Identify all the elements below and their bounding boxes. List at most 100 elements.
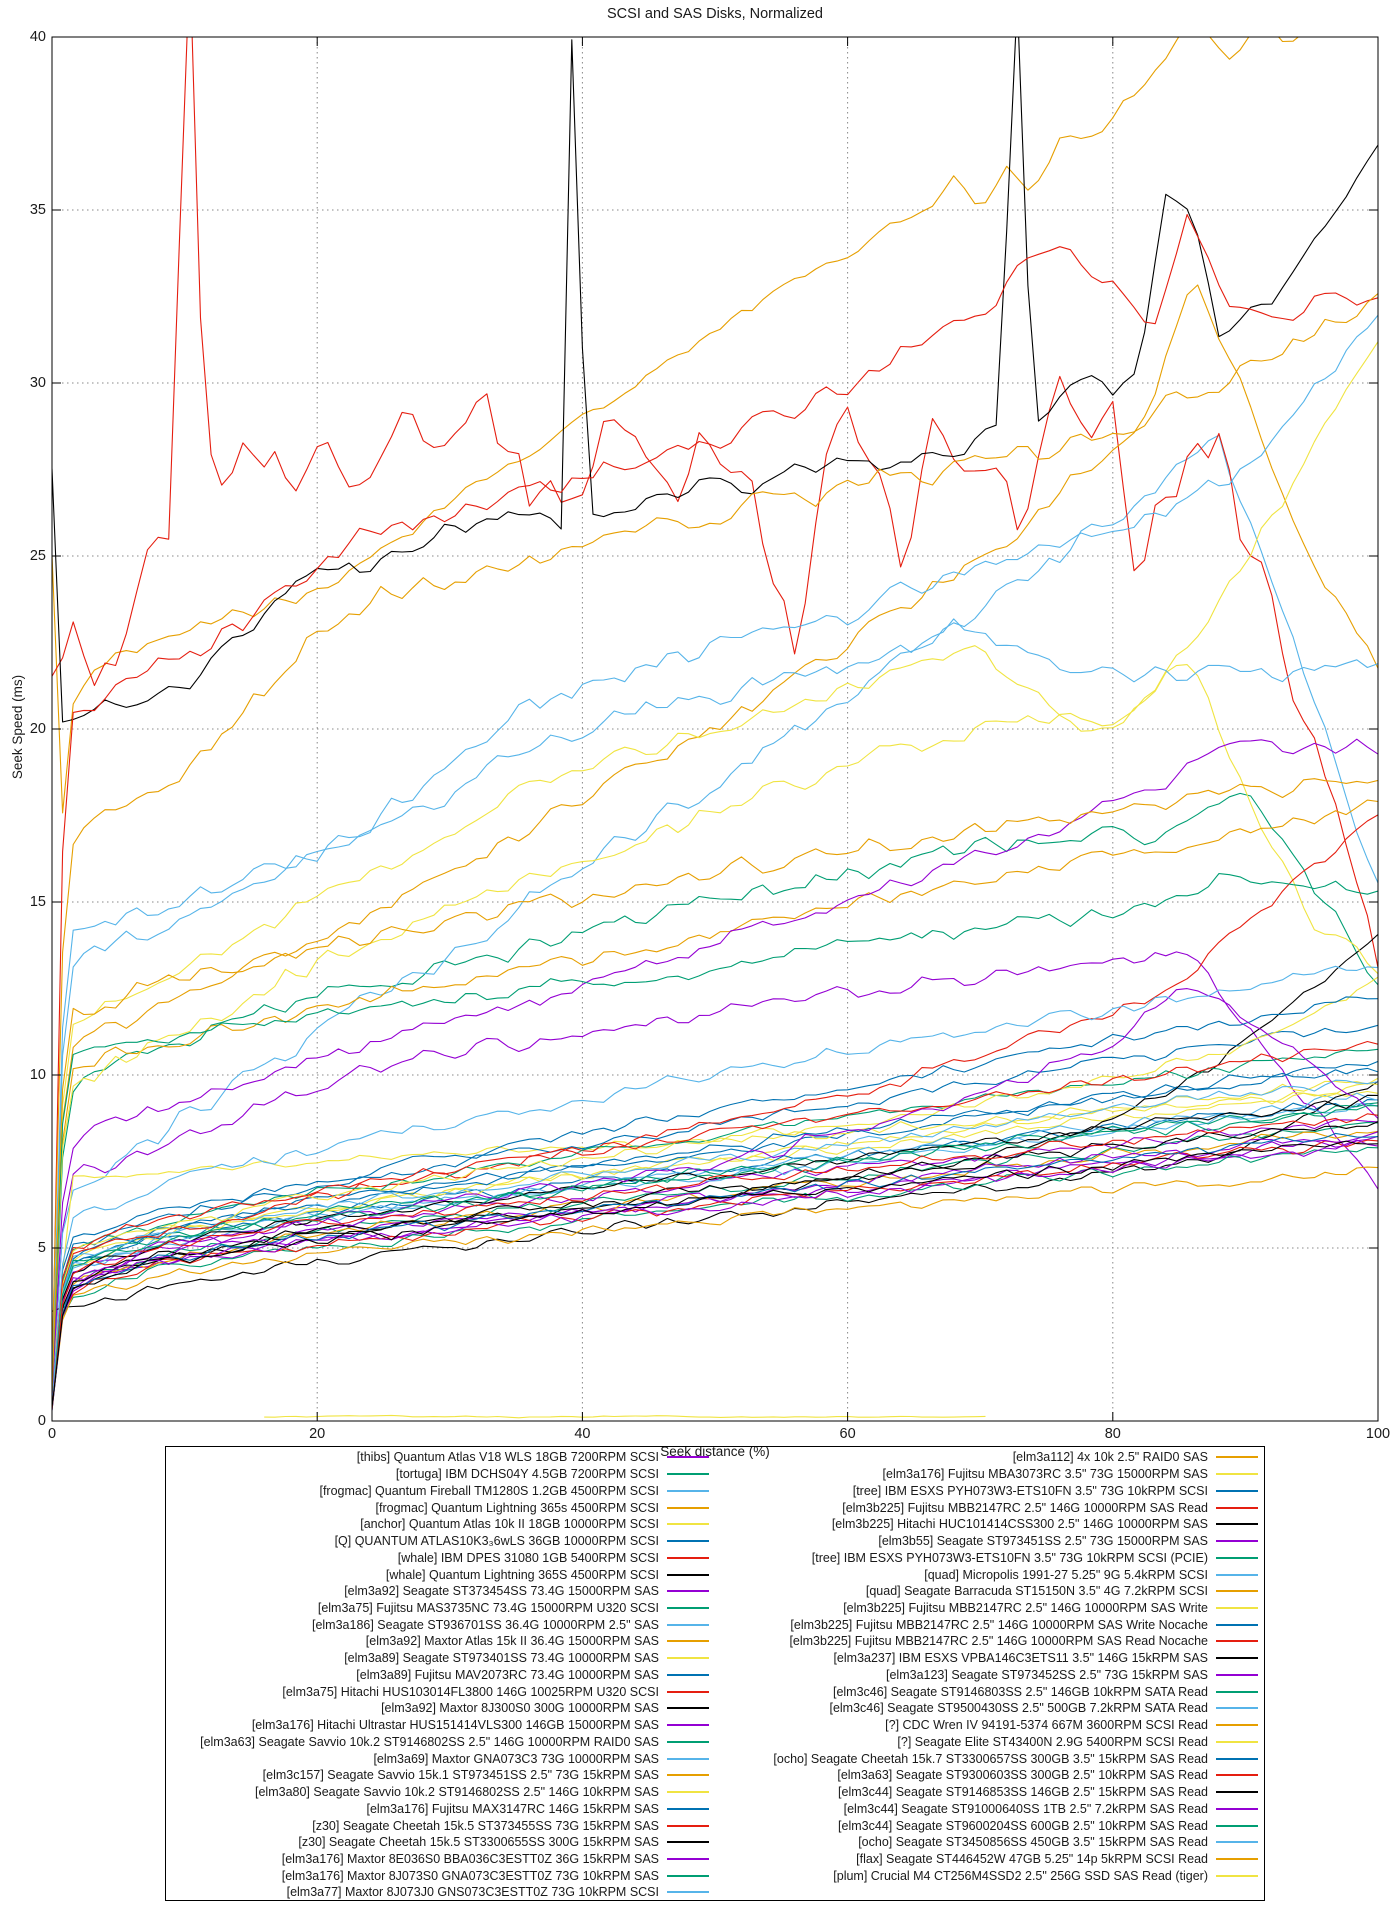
legend-item: [frogmac] Quantum Lightning 365s 4500RPM…	[166, 1499, 715, 1516]
legend-item: [elm3c44] Seagate ST9600204SS 600GB 2.5"…	[715, 1817, 1264, 1834]
y-tick-label: 25	[29, 548, 46, 564]
legend-item: [elm3a176] Fujitsu MBA3073RC 3.5" 73G 15…	[715, 1466, 1264, 1483]
legend-key-line	[667, 1573, 709, 1576]
series-line	[52, 618, 1378, 1392]
legend-key-line	[1216, 1456, 1258, 1459]
legend-item: [elm3a89] Seagate ST973401SS 73.4G 10000…	[166, 1650, 715, 1667]
legend-item: [quad] Micropolis 1991-27 5.25" 9G 5.4kR…	[715, 1566, 1264, 1583]
legend-item: [tortuga] IBM DCHS04Y 4.5GB 7200RPM SCSI	[166, 1466, 715, 1483]
series-line	[52, 1079, 1378, 1407]
legend-item: [elm3b225] Fujitsu MBB2147RC 2.5" 146G 1…	[715, 1616, 1264, 1633]
x-tick-label: 40	[574, 1426, 591, 1442]
legend-key-line	[1216, 1774, 1258, 1777]
legend-item: [elm3a89] Fujitsu MAV2073RC 73.4G 10000R…	[166, 1667, 715, 1684]
legend-label: [flax] Seagate ST446452W 47GB 5.25" 14p …	[856, 1851, 1208, 1866]
legend-label: [tree] IBM ESXS PYH073W3-ETS10FN 3.5" 73…	[852, 1483, 1208, 1498]
legend-label: [elm3c46] Seagate ST9146803SS 2.5" 146GB…	[832, 1684, 1208, 1699]
y-tick-label: 40	[29, 29, 46, 45]
series-line	[52, 645, 1378, 1388]
legend-key-line	[667, 1640, 709, 1643]
legend-label: [tree] IBM ESXS PYH073W3-ETS10FN 3.5" 73…	[811, 1550, 1208, 1565]
legend-key-line	[1216, 1556, 1258, 1559]
y-tick-label: 0	[37, 1413, 46, 1429]
legend-label: [elm3a176] Fujitsu MBA3073RC 3.5" 73G 15…	[882, 1467, 1208, 1482]
legend-label: [elm3b225] Fujitsu MBB2147RC 2.5" 146G 1…	[843, 1600, 1208, 1615]
legend-key-line	[667, 1590, 709, 1593]
legend-item: [whale] IBM DPES 31080 1GB 5400RPM SCSI	[166, 1549, 715, 1566]
legend-item: [ocho] Seagate ST3450856SS 450GB 3.5" 15…	[715, 1834, 1264, 1851]
legend-item: [elm3a92] Maxtor Atlas 15k II 36.4G 1500…	[166, 1633, 715, 1650]
legend-key-line	[667, 1456, 709, 1459]
legend-label: [ocho] Seagate ST3450856SS 450GB 3.5" 15…	[858, 1835, 1208, 1850]
series-line	[52, 1080, 1378, 1312]
legend-label: [elm3a80] Seagate Savvio 10k.2 ST9146802…	[255, 1785, 659, 1800]
legend-item: [tree] IBM ESXS PYH073W3-ETS10FN 3.5" 73…	[715, 1482, 1264, 1499]
series-line	[52, 976, 1378, 1403]
legend-label: [?] CDC Wren IV 94191-5374 667M 3600RPM …	[885, 1718, 1208, 1733]
seek-speed-chart	[51, 36, 1379, 1422]
legend-item: [anchor] Quantum Atlas 10k II 18GB 10000…	[166, 1516, 715, 1533]
legend-key-line	[1216, 1473, 1258, 1476]
legend-label: [elm3c46] Seagate ST9500430SS 2.5" 500GB…	[829, 1701, 1208, 1716]
series-line	[52, 814, 1378, 1403]
series-line	[52, 1132, 1378, 1411]
legend-label: [quad] Seagate Barracuda ST15150N 3.5" 4…	[865, 1584, 1208, 1599]
legend-item: [elm3a176] Maxtor 8E036S0 BBA036C3ESTT0Z…	[166, 1851, 715, 1868]
series-line	[52, 1077, 1378, 1407]
series-line	[52, 37, 1300, 814]
legend-label: [elm3a176] Hitachi Ultrastar HUS151414VL…	[251, 1718, 659, 1733]
legend-key-line	[1216, 1841, 1258, 1844]
legend-key-line	[667, 1774, 709, 1777]
legend-key-line	[1216, 1707, 1258, 1710]
legend-label: [elm3a176] Maxtor 8E036S0 BBA036C3ESTT0Z…	[281, 1851, 659, 1866]
series-line	[52, 1140, 1378, 1408]
legend-label: [elm3a92] Maxtor Atlas 15k II 36.4G 1500…	[365, 1634, 659, 1649]
legend-label: [thibs] Quantum Atlas V18 WLS 18GB 7200R…	[356, 1450, 659, 1465]
chart-title: SCSI and SAS Disks, Normalized	[607, 6, 823, 22]
y-tick-label: 35	[29, 202, 46, 218]
legend-item: [elm3c46] Seagate ST9500430SS 2.5" 500GB…	[715, 1700, 1264, 1717]
legend-key-line	[1216, 1657, 1258, 1660]
y-tick-label: 30	[29, 375, 46, 391]
series-line	[52, 965, 1378, 1405]
legend-item: [elm3a77] Maxtor 8J073J0 GNS073C3ESTT0Z …	[166, 1884, 715, 1901]
legend-item: [elm3c46] Seagate ST9146803SS 2.5" 146GB…	[715, 1683, 1264, 1700]
legend-label: [?] Seagate Elite ST43400N 2.9G 5400RPM …	[897, 1734, 1208, 1749]
legend-item: [z30] Seagate Cheetah 15k.5 ST373455SS 7…	[166, 1817, 715, 1834]
legend-item: [elm3a176] Hitachi Ultrastar HUS151414VL…	[166, 1717, 715, 1734]
legend-key-line	[1216, 1791, 1258, 1794]
legend-label: [ocho] Seagate Cheetah 15k.7 ST3300657SS…	[773, 1751, 1208, 1766]
y-tick-label: 15	[29, 894, 46, 910]
legend-item: [elm3a112] 4x 10k 2.5" RAID0 SAS	[715, 1449, 1264, 1466]
series-line	[52, 1060, 1378, 1403]
series-line	[52, 778, 1378, 1394]
legend-key-line	[667, 1657, 709, 1660]
legend-item: [?] CDC Wren IV 94191-5374 667M 3600RPM …	[715, 1717, 1264, 1734]
legend-label: [whale] IBM DPES 31080 1GB 5400RPM SCSI	[397, 1550, 659, 1565]
legend-key-line	[667, 1724, 709, 1727]
legend-label: [elm3b225] Hitachi HUC101414CSS300 2.5" …	[831, 1517, 1208, 1532]
series-line	[52, 951, 1378, 1398]
legend-item: [elm3c44] Seagate ST91000640SS 1TB 2.5" …	[715, 1800, 1264, 1817]
legend-item: [elm3b225] Fujitsu MBB2147RC 2.5" 146G 1…	[715, 1600, 1264, 1617]
legend-item: [elm3a63] Seagate Savvio 10k.2 ST9146802…	[166, 1733, 715, 1750]
legend-label: [elm3c157] Seagate Savvio 15k.1 ST973451…	[262, 1768, 659, 1783]
legend-item: [plum] Crucial M4 CT256M4SSD2 2.5" 256G …	[715, 1867, 1264, 1884]
legend-label: [elm3a89] Fujitsu MAV2073RC 73.4G 10000R…	[356, 1667, 659, 1682]
legend-key-line	[1216, 1606, 1258, 1609]
series-line	[52, 933, 1378, 1409]
legend-label: [elm3b225] Fujitsu MBB2147RC 2.5" 146G 1…	[790, 1617, 1208, 1632]
legend-label: [elm3a176] Maxtor 8J073S0 GNA073C3ESTT0Z…	[281, 1868, 659, 1883]
series-line	[52, 1048, 1378, 1402]
legend-key-line	[667, 1757, 709, 1760]
legend-key-line	[667, 1623, 709, 1626]
x-axis-label: Seek distance (%)	[660, 1444, 770, 1459]
series-line	[52, 1139, 1378, 1408]
legend-item: [elm3a80] Seagate Savvio 10k.2 ST9146802…	[166, 1784, 715, 1801]
legend-item: [elm3a75] Hitachi HUS103014FL3800 146G 1…	[166, 1683, 715, 1700]
legend-key-line	[667, 1473, 709, 1476]
series-line	[52, 738, 1378, 1396]
legend-item: [frogmac] Quantum Fireball TM1280S 1.2GB…	[166, 1482, 715, 1499]
legend-label: [elm3a77] Maxtor 8J073J0 GNS073C3ESTT0Z …	[286, 1885, 659, 1900]
